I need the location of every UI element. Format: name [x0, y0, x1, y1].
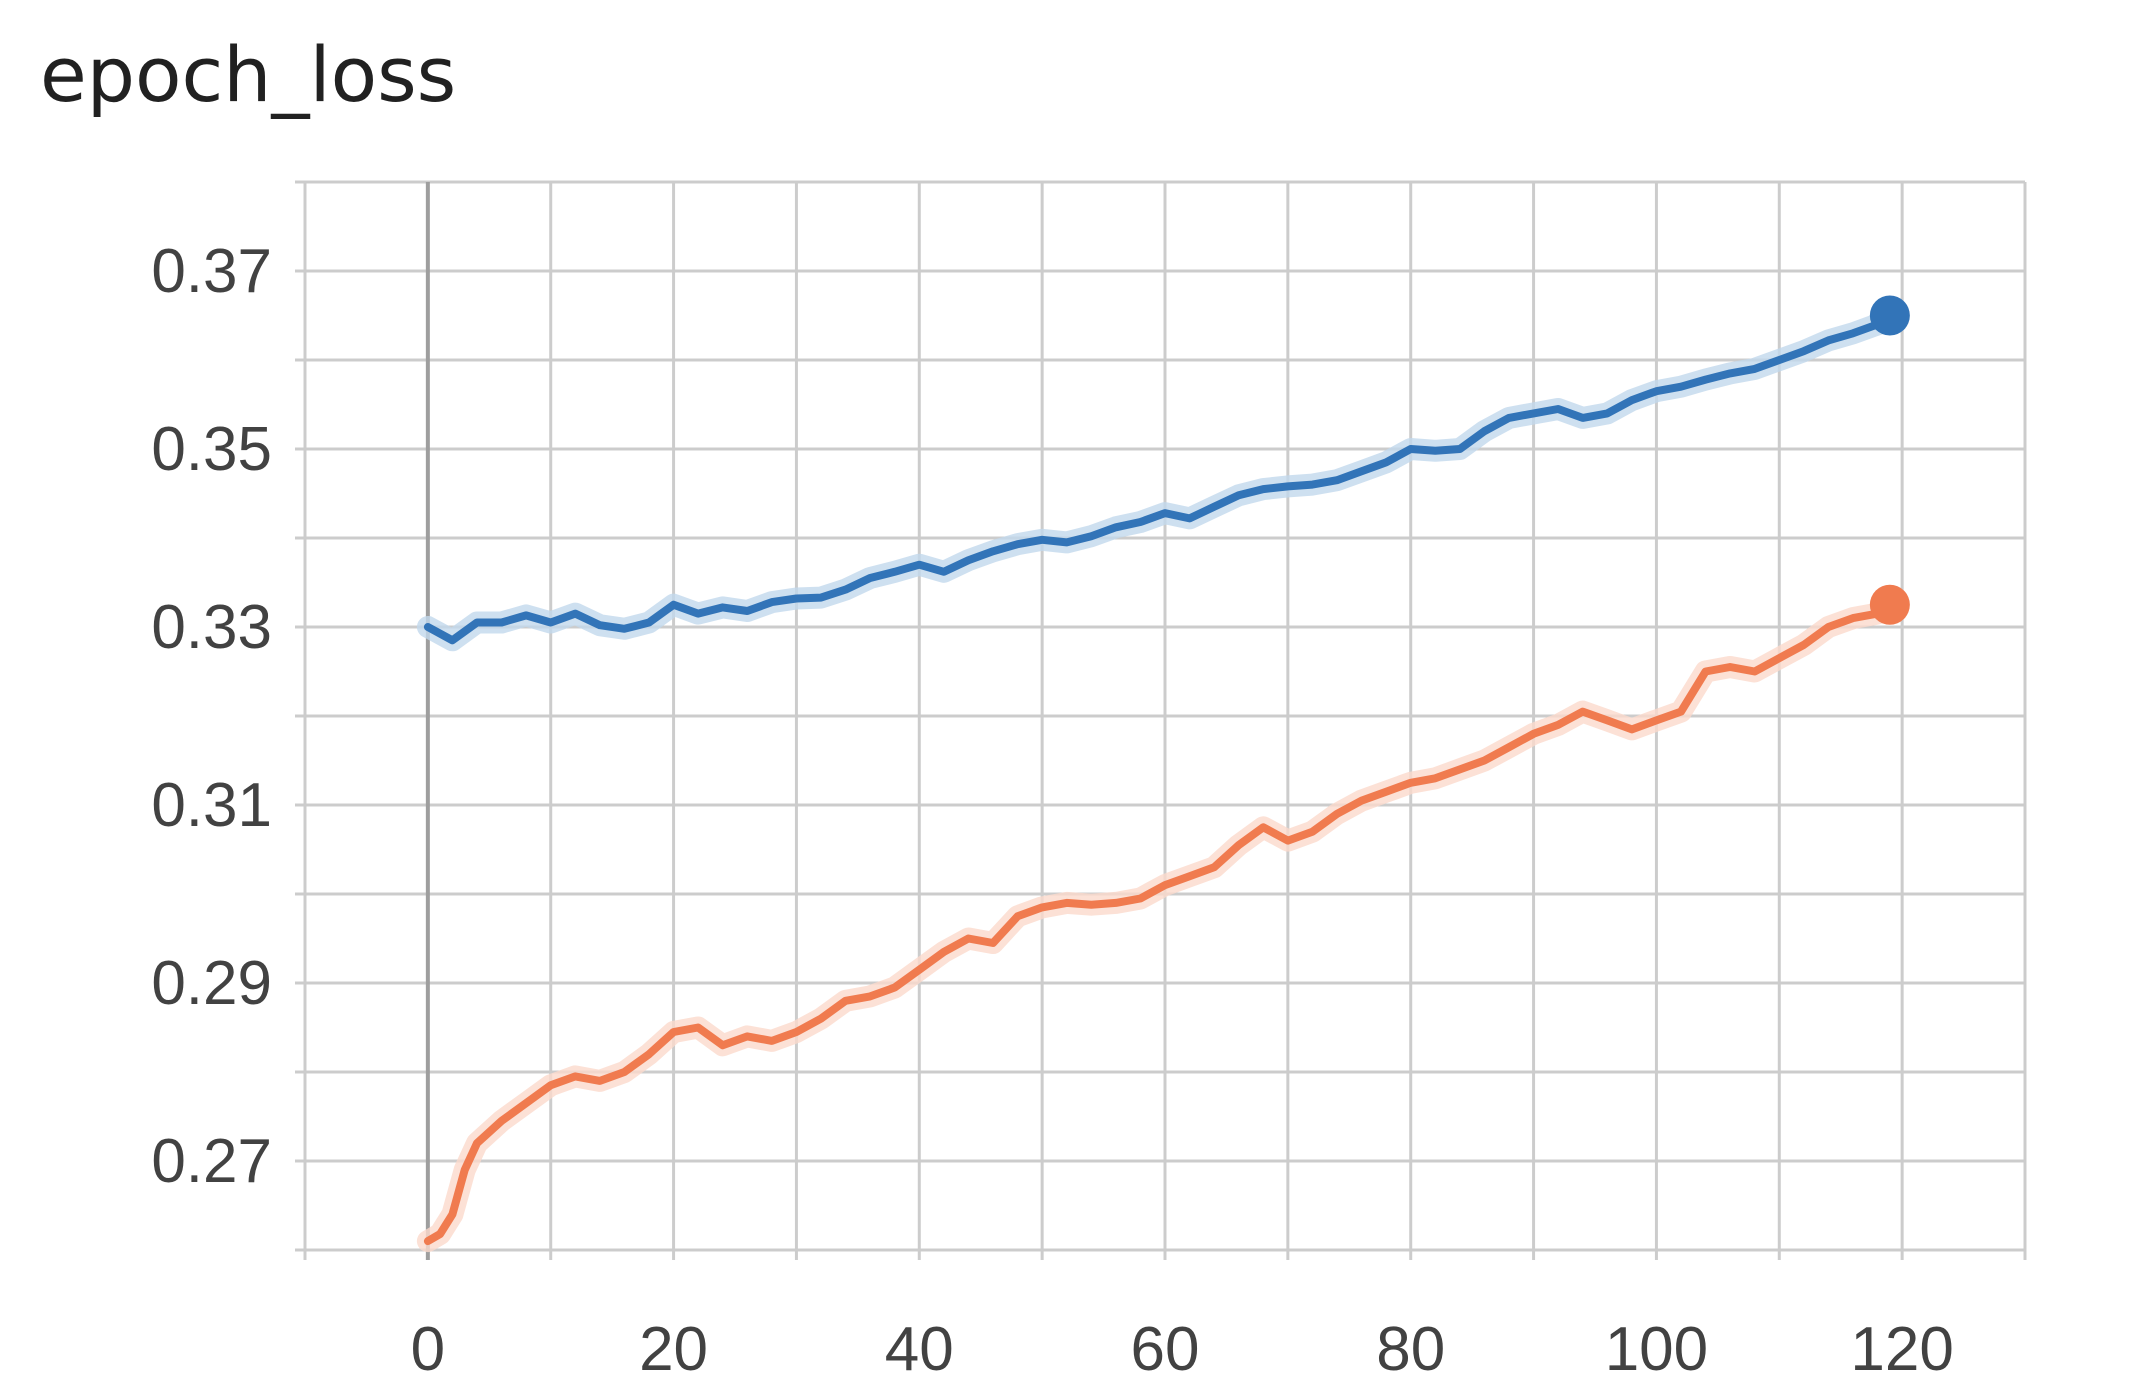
- y-tick-label: 0.31: [151, 771, 272, 840]
- y-tick-label: 0.37: [151, 237, 272, 306]
- series-1-line: [423, 600, 1894, 1246]
- series-0-end-point: [1869, 295, 1910, 336]
- grid: [295, 180, 2027, 1260]
- x-tick-label: 120: [1850, 1315, 1953, 1384]
- chart-title: epoch_loss: [40, 30, 457, 119]
- series-0-line: [423, 311, 1894, 645]
- y-tick-label: 0.29: [151, 949, 272, 1018]
- x-tick-label: 0: [411, 1315, 445, 1384]
- y-tick-label: 0.35: [151, 415, 272, 484]
- series-0-raw-band: [416, 304, 1901, 652]
- x-tick-label: 100: [1605, 1315, 1708, 1384]
- x-tick-label: 20: [639, 1315, 708, 1384]
- y-tick-label: 0.33: [151, 593, 272, 662]
- series-1-raw-band: [416, 593, 1901, 1253]
- series-group: [416, 295, 1910, 1253]
- x-tick-label: 80: [1376, 1315, 1445, 1384]
- y-tick-label: 0.27: [151, 1127, 272, 1196]
- series-1-end-point: [1869, 584, 1910, 625]
- x-tick-label: 40: [885, 1315, 954, 1384]
- tick-labels: 0 20 40 60 80 100 120 0.27 0.29 0.31 0.33 0.35 0.37: [151, 237, 1954, 1384]
- x-tick-label: 60: [1131, 1315, 1200, 1384]
